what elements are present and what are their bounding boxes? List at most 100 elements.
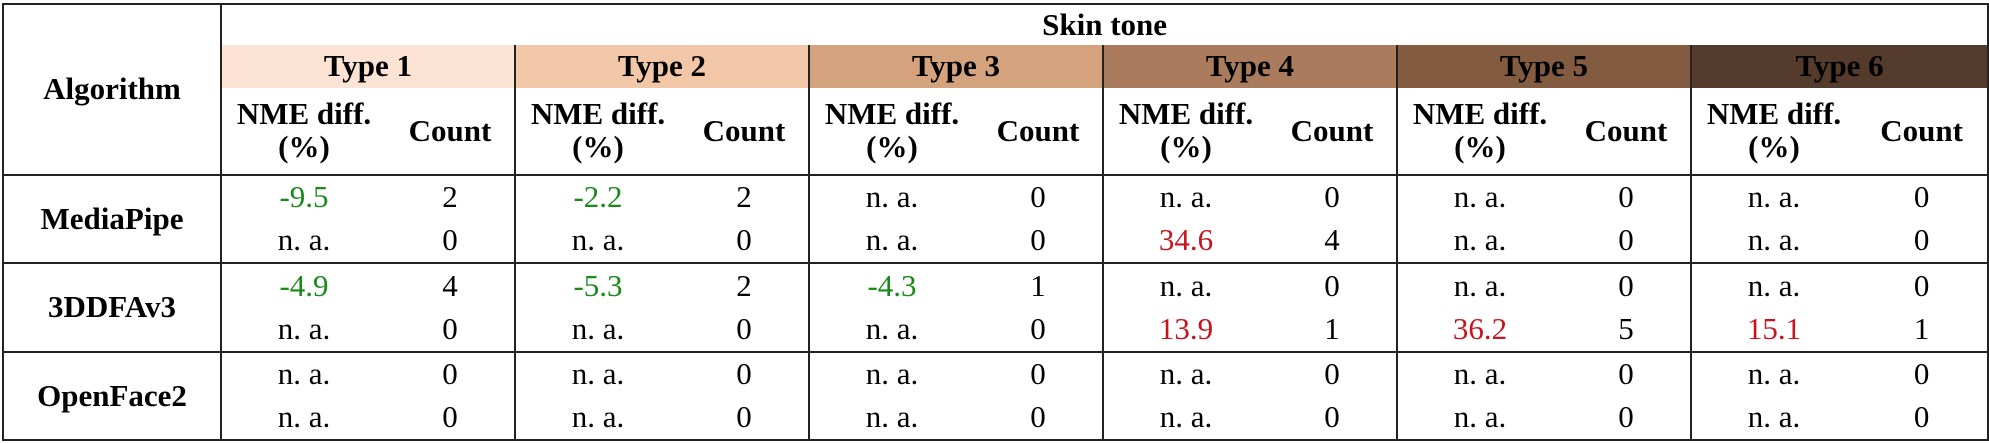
nme-diff-cell: n. a. — [220, 307, 386, 352]
count-cell: 0 — [1268, 173, 1397, 220]
count-cell: 0 — [1268, 262, 1397, 308]
nme-diff-cell: -4.9 — [220, 262, 386, 308]
table-row: n. a. 0 n. a. 0 n. a. 0 34.6 4 n. a. 0 n. a. 0 — [3, 219, 1988, 264]
table-row: n. a. 0 n. a. 0 n. a. 0 n. a. 0 n. a. 0 n. a. 0 — [3, 395, 1988, 440]
table-row: OpenFace2 n. a. 0 n. a. 0 n. a. 0 n. a. 0 n. a. 0 n… — [3, 350, 1989, 440]
nme-diff-cell: n. a. — [1690, 350, 1856, 396]
count-cell: 1 — [974, 262, 1103, 308]
nme-header: NME diff.(%) — [808, 88, 974, 175]
count-cell: 0 — [442, 222, 458, 258]
results-table: Algorithm Skin tone Type 1 Type 2 Type 3… — [2, 3, 1989, 441]
count-header: Count — [1880, 112, 1963, 148]
count-cell: 0 — [736, 399, 752, 435]
nme-diff-cell: 36.2 — [1396, 307, 1562, 352]
nme-diff-cell: n. a. — [514, 350, 680, 396]
algorithm-header: Algorithm — [43, 71, 181, 107]
count-cell: 2 — [680, 173, 809, 220]
nme-header: NME diff.(%) — [514, 88, 680, 175]
nme-diff-cell: -2.2 — [514, 173, 680, 220]
count-cell: 0 — [1618, 222, 1634, 258]
nme-diff-cell: n. a. — [514, 219, 680, 264]
count-cell: 0 — [1618, 399, 1634, 435]
header-row-metrics: NME diff.(%) Count NME diff.(%) Count NM… — [3, 88, 1988, 175]
nme-diff-cell: n. a. — [220, 350, 386, 396]
nme-diff-cell: -9.5 — [220, 173, 386, 220]
nme-diff-cell: n. a. — [1396, 350, 1562, 396]
count-cell: 2 — [386, 173, 515, 220]
header-row-types: Type 1 Type 2 Type 3 Type 4 Type 5 Type … — [3, 45, 1989, 88]
count-header: Count — [996, 112, 1080, 148]
type-header: Type 6 — [1689, 45, 1989, 88]
count-cell: 0 — [1913, 222, 1930, 258]
count-cell: 0 — [736, 222, 752, 258]
type-header: Type 5 — [1396, 45, 1691, 88]
algorithm-name: 3DDFAv3 — [3, 262, 221, 352]
count-cell: 2 — [680, 262, 809, 308]
count-cell: 1 — [1913, 310, 1930, 346]
nme-diff-cell: n. a. — [1102, 173, 1268, 220]
type-header: Type 1 — [220, 45, 515, 88]
count-cell: 0 — [1562, 350, 1691, 396]
count-cell: 4 — [386, 262, 515, 308]
count-cell: 0 — [386, 350, 515, 396]
algorithm-name: OpenFace2 — [3, 350, 221, 440]
table-header: Algorithm Skin tone Type 1 Type 2 Type 3… — [3, 4, 1989, 175]
table-row: n. a. 0 n. a. 0 n. a. 0 13.9 1 36.2 5 15.1 1 — [3, 307, 1988, 352]
algorithm-name: MediaPipe — [3, 173, 221, 264]
nme-diff-cell: 13.9 — [1102, 307, 1268, 352]
nme-diff-cell: 34.6 — [1102, 219, 1268, 264]
nme-header: NME diff.(%) — [220, 88, 386, 175]
nme-diff-cell: n. a. — [808, 219, 974, 264]
count-header: Count — [408, 112, 492, 148]
count-cell: 0 — [1030, 310, 1046, 346]
nme-diff-cell: 15.1 — [1690, 307, 1856, 352]
count-cell: 0 — [974, 173, 1103, 220]
nme-diff-cell: n. a. — [1396, 219, 1562, 264]
type-header: Type 2 — [514, 45, 809, 88]
table-row: 3DDFAv3 -4.9 4 -5.3 2 -4.3 1 n. a. 0 n. a. 0 n. a. 0 — [3, 262, 1989, 352]
count-header: Count — [1290, 112, 1374, 148]
nme-diff-cell: n. a. — [1690, 262, 1856, 308]
nme-diff-cell: n. a. — [1690, 395, 1856, 440]
nme-diff-cell: n. a. — [808, 307, 974, 352]
count-cell: 0 — [1268, 350, 1397, 396]
nme-diff-cell: n. a. — [1102, 262, 1268, 308]
nme-diff-cell: -5.3 — [514, 262, 680, 308]
skin-tone-header: Skin tone — [219, 4, 1989, 45]
count-cell: 0 — [1856, 350, 1989, 396]
count-cell: 0 — [680, 350, 809, 396]
count-cell: 0 — [1030, 222, 1046, 258]
nme-diff-cell: n. a. — [220, 219, 386, 264]
count-cell: 0 — [1030, 399, 1046, 435]
nme-diff-cell: n. a. — [808, 395, 974, 440]
header-row-group: Algorithm Skin tone — [3, 4, 1989, 105]
count-cell: 0 — [442, 399, 458, 435]
table-row: MediaPipe -9.5 2 -2.2 2 n. a. 0 n. a. 0 n. a. 0 n. … — [3, 173, 1989, 264]
nme-diff-cell: n. a. — [1102, 395, 1268, 440]
table-body: MediaPipe -9.5 2 -2.2 2 n. a. 0 n. a. 0 n. a. 0 n. … — [3, 173, 1989, 440]
type-header: Type 3 — [808, 45, 1103, 88]
nme-diff-cell: -4.3 — [808, 262, 974, 308]
count-cell: 1 — [1324, 310, 1340, 346]
type-header: Type 4 — [1102, 45, 1397, 88]
count-cell: 0 — [1856, 262, 1989, 308]
count-cell: 5 — [1618, 310, 1634, 346]
nme-diff-cell: n. a. — [1690, 173, 1856, 220]
count-header: Count — [1584, 112, 1668, 148]
nme-diff-cell: n. a. — [1396, 395, 1562, 440]
nme-header: NME diff.(%) — [1102, 88, 1268, 175]
nme-diff-cell: n. a. — [1396, 262, 1562, 308]
count-cell: 0 — [974, 350, 1103, 396]
nme-diff-cell: n. a. — [1690, 219, 1856, 264]
count-cell: 0 — [736, 310, 752, 346]
nme-diff-cell: n. a. — [1396, 173, 1562, 220]
nme-header: NME diff.(%) — [1396, 88, 1562, 175]
count-cell: 0 — [1913, 399, 1930, 435]
nme-diff-cell: n. a. — [220, 395, 386, 440]
count-cell: 0 — [1324, 399, 1340, 435]
count-cell: 0 — [1856, 173, 1989, 220]
count-cell: 0 — [1562, 262, 1691, 308]
nme-diff-cell: n. a. — [808, 350, 974, 396]
nme-diff-cell: n. a. — [1102, 350, 1268, 396]
nme-diff-cell: n. a. — [514, 395, 680, 440]
